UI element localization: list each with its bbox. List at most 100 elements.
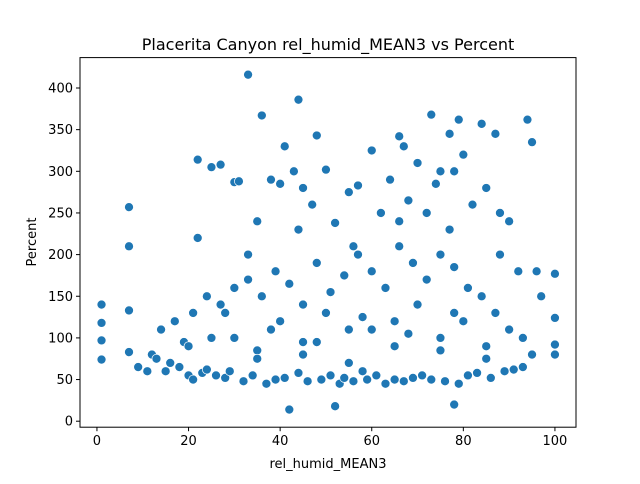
x-tick-label: 40 bbox=[272, 434, 289, 449]
point bbox=[389, 374, 400, 385]
point bbox=[527, 137, 537, 147]
point bbox=[188, 374, 198, 385]
point bbox=[252, 345, 263, 356]
point bbox=[435, 166, 446, 177]
point bbox=[536, 291, 547, 302]
point bbox=[366, 145, 377, 156]
x-tick-label: 20 bbox=[180, 434, 197, 449]
point bbox=[476, 118, 487, 129]
point bbox=[220, 308, 231, 318]
point bbox=[266, 174, 276, 185]
point bbox=[325, 370, 336, 381]
point bbox=[202, 291, 212, 302]
point bbox=[426, 374, 437, 385]
point bbox=[252, 216, 263, 227]
point bbox=[472, 368, 482, 378]
point bbox=[238, 376, 249, 387]
point bbox=[293, 94, 304, 105]
point bbox=[124, 202, 134, 212]
point bbox=[311, 337, 322, 347]
points bbox=[96, 69, 560, 415]
point bbox=[389, 316, 400, 327]
point bbox=[421, 208, 432, 218]
point bbox=[412, 158, 423, 168]
point bbox=[421, 274, 432, 285]
axes-frame bbox=[79, 57, 577, 428]
point bbox=[325, 287, 336, 297]
point bbox=[284, 404, 295, 415]
point bbox=[266, 324, 276, 335]
point bbox=[151, 353, 162, 364]
point bbox=[458, 316, 469, 327]
point bbox=[348, 376, 359, 387]
point bbox=[467, 199, 478, 210]
point bbox=[330, 401, 340, 412]
point bbox=[298, 349, 308, 360]
point bbox=[408, 373, 418, 383]
point bbox=[96, 335, 107, 346]
point bbox=[481, 341, 492, 352]
point bbox=[495, 249, 505, 260]
point bbox=[518, 333, 528, 343]
point bbox=[444, 128, 455, 139]
point bbox=[490, 128, 501, 139]
point bbox=[169, 316, 180, 327]
point bbox=[339, 270, 350, 281]
point bbox=[243, 69, 253, 80]
point bbox=[343, 187, 354, 197]
point bbox=[527, 349, 537, 360]
point bbox=[504, 216, 514, 227]
point bbox=[353, 180, 363, 191]
y-tick-label: 250 bbox=[48, 206, 73, 221]
point bbox=[192, 233, 203, 243]
point bbox=[279, 373, 290, 383]
point bbox=[518, 362, 528, 372]
point bbox=[311, 258, 322, 268]
point bbox=[357, 366, 368, 377]
point bbox=[243, 274, 253, 285]
point bbox=[398, 376, 409, 387]
point bbox=[192, 154, 203, 165]
point bbox=[289, 166, 299, 177]
point bbox=[481, 183, 492, 193]
point bbox=[499, 366, 510, 377]
point bbox=[275, 316, 285, 327]
point bbox=[311, 130, 322, 141]
y-axis-label: Percent bbox=[25, 218, 40, 267]
point bbox=[412, 299, 423, 310]
point bbox=[293, 224, 304, 235]
point bbox=[476, 291, 487, 302]
point bbox=[302, 376, 313, 387]
point bbox=[321, 164, 331, 175]
point bbox=[298, 337, 308, 347]
y-tick-label: 350 bbox=[48, 123, 73, 138]
point bbox=[316, 374, 327, 385]
point bbox=[463, 370, 473, 381]
point bbox=[298, 183, 308, 193]
point bbox=[211, 370, 221, 381]
point bbox=[96, 354, 107, 365]
point bbox=[453, 378, 464, 389]
point bbox=[394, 131, 405, 142]
y-tick-label: 100 bbox=[48, 331, 73, 346]
point bbox=[321, 308, 331, 318]
point bbox=[449, 308, 460, 318]
point bbox=[234, 176, 244, 187]
x-tick-label: 60 bbox=[363, 434, 380, 449]
point bbox=[508, 364, 519, 375]
point bbox=[366, 324, 377, 335]
point bbox=[252, 353, 263, 364]
point bbox=[550, 313, 560, 323]
point bbox=[243, 249, 253, 260]
point bbox=[376, 208, 386, 218]
point bbox=[124, 347, 134, 357]
point bbox=[206, 333, 217, 343]
point bbox=[449, 166, 460, 177]
point bbox=[229, 333, 240, 343]
point bbox=[449, 399, 460, 410]
point bbox=[513, 266, 524, 277]
point bbox=[96, 299, 107, 310]
point bbox=[343, 324, 354, 335]
point bbox=[380, 283, 391, 293]
